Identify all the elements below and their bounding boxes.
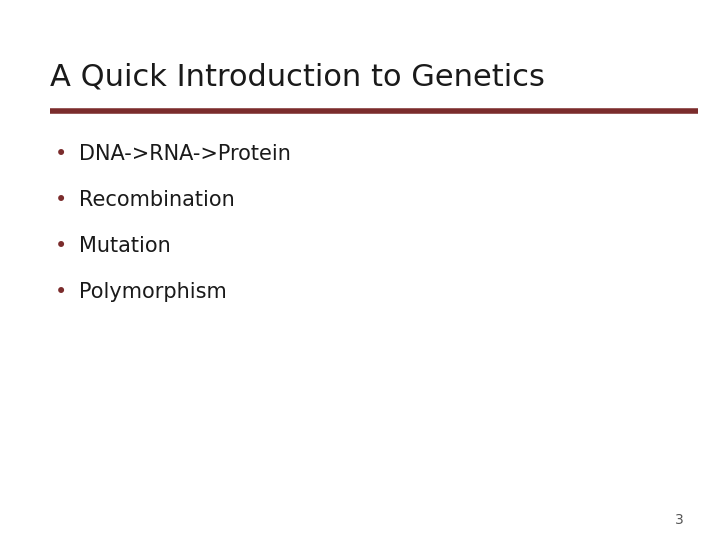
Text: •: • <box>55 144 68 164</box>
Text: Mutation: Mutation <box>79 235 171 256</box>
Text: DNA->RNA->Protein: DNA->RNA->Protein <box>79 144 291 164</box>
Text: Polymorphism: Polymorphism <box>79 281 227 302</box>
Text: A Quick Introduction to Genetics: A Quick Introduction to Genetics <box>50 63 545 92</box>
Text: •: • <box>55 281 68 302</box>
Text: •: • <box>55 190 68 210</box>
Text: Recombination: Recombination <box>79 190 235 210</box>
Text: 3: 3 <box>675 512 684 526</box>
Text: •: • <box>55 235 68 256</box>
